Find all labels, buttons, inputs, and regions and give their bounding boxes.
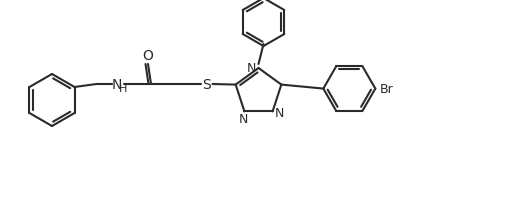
Text: S: S [202,78,211,92]
Text: H: H [119,84,127,94]
Text: N: N [247,61,256,74]
Text: O: O [142,49,153,63]
Text: N: N [238,112,248,125]
Text: Br: Br [379,83,393,96]
Text: N: N [112,78,122,92]
Text: N: N [275,106,284,119]
